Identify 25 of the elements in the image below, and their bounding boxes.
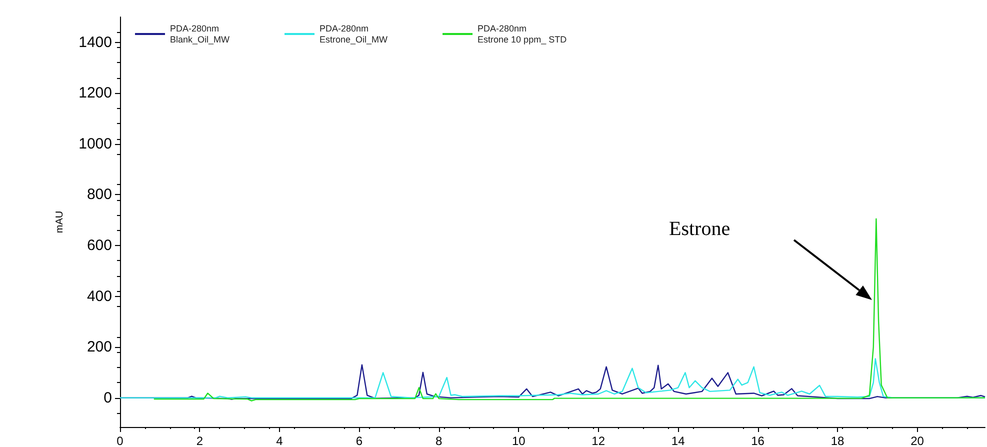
line-series bbox=[153, 218, 986, 402]
y-tick-label: 1000 bbox=[78, 135, 112, 152]
x-tick-label: 8 bbox=[436, 434, 443, 447]
y-tick-label: 200 bbox=[86, 338, 112, 356]
x-tick-label: 2 bbox=[196, 434, 204, 447]
x-tick-label: 10 bbox=[512, 434, 526, 447]
x-tick-label: 12 bbox=[592, 434, 606, 447]
x-tick-label: 6 bbox=[356, 434, 363, 447]
y-tick-label: 1400 bbox=[78, 34, 112, 51]
x-tick-label: 18 bbox=[830, 434, 845, 447]
legend-label: PDA-280nm Blank_Oil_MW bbox=[170, 24, 230, 44]
x-tick-label: 14 bbox=[671, 434, 686, 447]
y-tick-label: 800 bbox=[86, 186, 112, 204]
x-tick-label: 16 bbox=[751, 434, 765, 447]
x-tick-label: 4 bbox=[276, 434, 284, 447]
legend-label: PDA-280nm Estrone_Oil_MW bbox=[320, 24, 388, 44]
y-tick-label: 600 bbox=[86, 236, 112, 254]
y-tick-label: 1200 bbox=[78, 84, 112, 102]
y-axis-title: mAU bbox=[54, 210, 66, 234]
y-tick-label: 0 bbox=[104, 389, 112, 406]
x-tick-label: 20 bbox=[910, 434, 924, 447]
x-tick-label: 0 bbox=[116, 434, 124, 447]
annotation: Estrone bbox=[669, 218, 730, 241]
y-tick-label: 400 bbox=[86, 288, 112, 305]
legend-label: PDA-280nm Estrone 10 ppm_ STD bbox=[478, 24, 568, 44]
